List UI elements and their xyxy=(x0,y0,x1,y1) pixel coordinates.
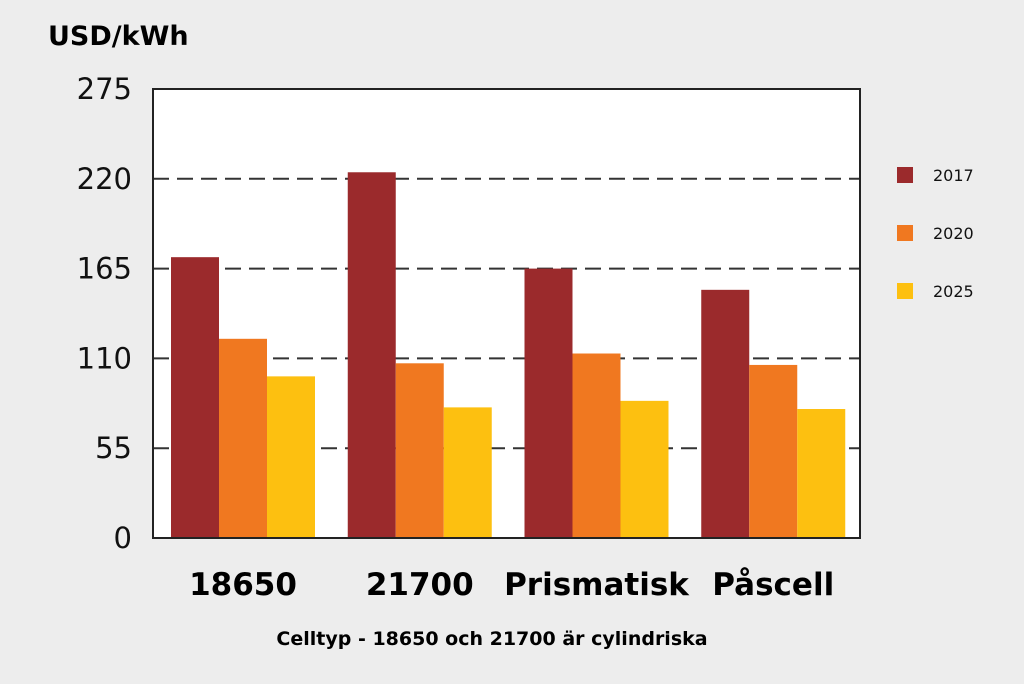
legend-label: 2017 xyxy=(933,166,974,185)
legend-swatch-2017 xyxy=(897,167,913,183)
legend-swatch-2020 xyxy=(897,225,913,241)
legend-label: 2020 xyxy=(933,224,974,243)
bar-2017-Påscell xyxy=(701,289,750,538)
y-tick-label: 165 xyxy=(77,252,132,286)
plot-frame xyxy=(152,88,861,539)
y-tick-label: 220 xyxy=(77,162,132,196)
bar-2017-18650 xyxy=(171,257,219,538)
y-tick-label: 275 xyxy=(77,72,132,106)
y-tick-label: 110 xyxy=(77,341,132,375)
x-tick-label: 18650 xyxy=(189,567,297,603)
legend: 2017 2020 2025 xyxy=(897,166,974,301)
bar-2025-21700 xyxy=(443,407,492,538)
bar-2020-21700 xyxy=(395,363,444,538)
bar-2025-Påscell xyxy=(797,409,846,538)
y-axis-unit-label: USD/kWh xyxy=(48,21,189,52)
bar-2020-Påscell xyxy=(749,364,798,538)
y-tick-label: 0 xyxy=(114,521,132,555)
bar-2017-Prismatisk xyxy=(524,268,573,538)
y-tick-label: 55 xyxy=(95,431,132,465)
x-tick-label: Påscell xyxy=(712,567,834,603)
bar-2020-Prismatisk xyxy=(572,353,621,538)
x-tick-label: Prismatisk xyxy=(504,567,690,603)
bar-2025-Prismatisk xyxy=(620,400,669,538)
legend-swatch-2025 xyxy=(897,283,913,299)
bar-2020-18650 xyxy=(219,338,267,538)
bars xyxy=(171,172,846,538)
bar-2025-18650 xyxy=(267,376,315,538)
y-axis-ticks: 275 220 165 110 55 0 xyxy=(77,72,132,555)
x-axis-ticks: 18650 21700 Prismatisk Påscell xyxy=(189,567,834,603)
x-tick-label: 21700 xyxy=(366,567,474,603)
legend-label: 2025 xyxy=(933,282,974,301)
x-axis-label: Celltyp - 18650 och 21700 är cylindriska xyxy=(276,628,707,650)
bar-2017-21700 xyxy=(347,172,396,538)
